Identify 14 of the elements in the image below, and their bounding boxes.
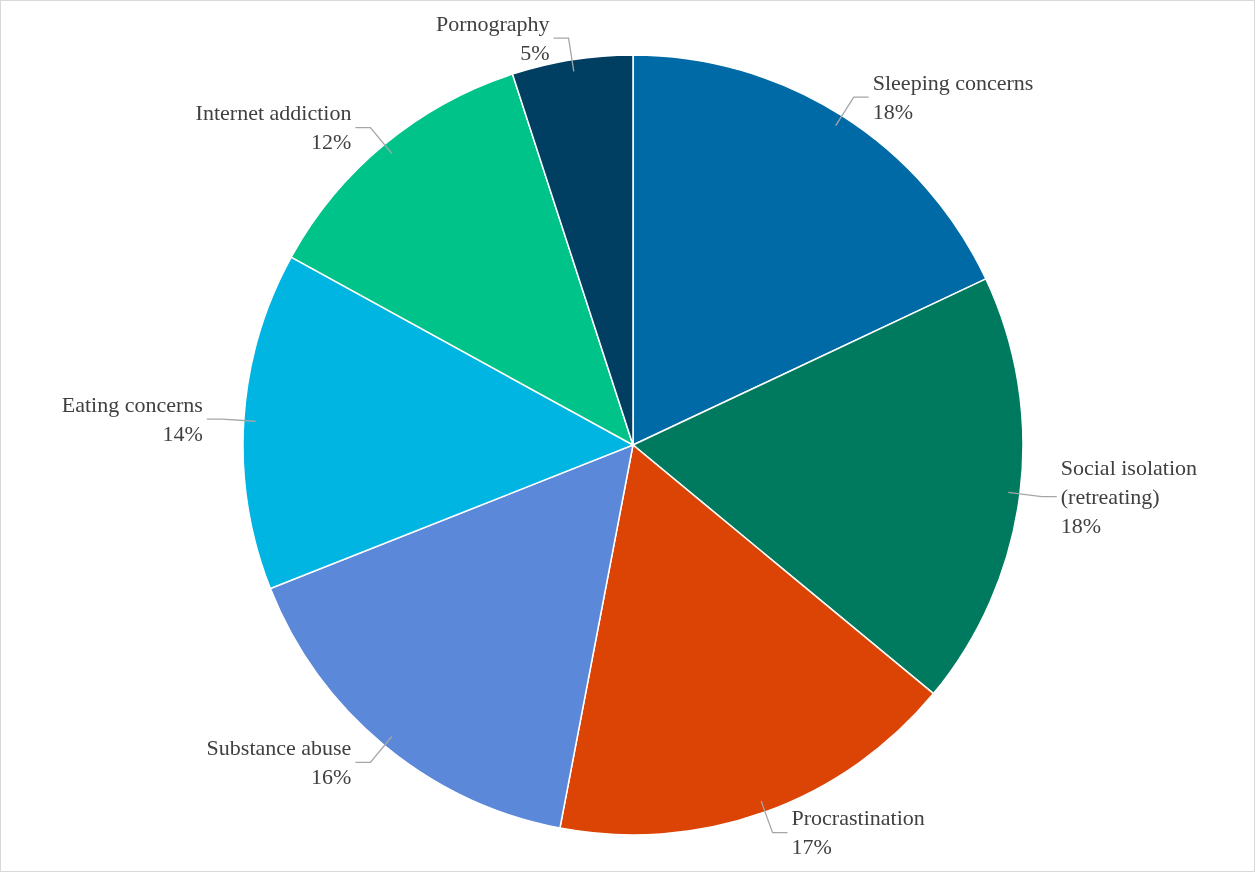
slice-label: Procrastination xyxy=(791,805,925,831)
slice-label: Sleeping concerns xyxy=(872,69,1034,95)
data-label: 18% xyxy=(872,98,914,124)
slice-label: Eating concerns xyxy=(61,391,203,417)
slice-label: Substance abuse xyxy=(206,734,352,760)
slice-label: Pornography xyxy=(435,10,550,36)
data-label: 18% xyxy=(1060,512,1102,538)
data-label: 12% xyxy=(311,129,352,155)
data-label: 14% xyxy=(162,420,203,446)
slice-label: Internet addiction xyxy=(195,100,352,126)
data-label: 5% xyxy=(520,39,550,65)
slice-label: Social isolation (retreating) xyxy=(1060,454,1198,509)
data-label: 16% xyxy=(311,763,352,789)
data-label: 17% xyxy=(791,834,832,860)
